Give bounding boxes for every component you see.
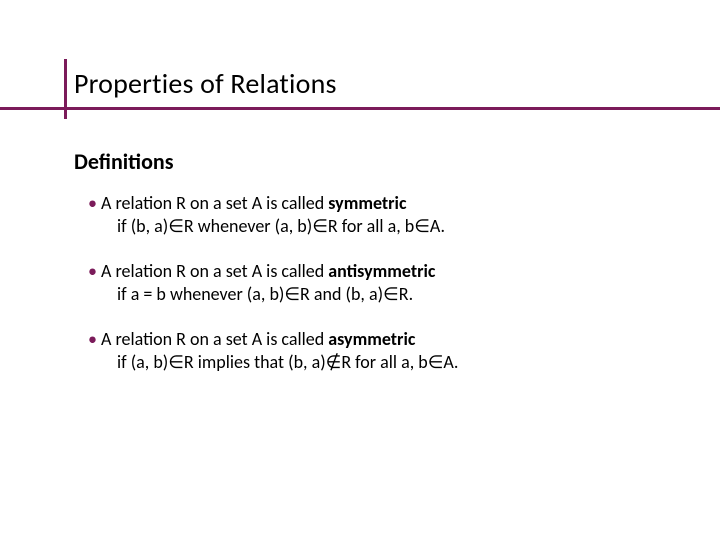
definition-term: symmetric (328, 192, 406, 214)
title-vertical-rule (64, 59, 67, 119)
definition-item: • A relation R on a set A is called symm… (88, 192, 648, 238)
slide: Properties of Relations Definitions • A … (0, 0, 720, 540)
definition-term: asymmetric (328, 328, 415, 350)
bullet-icon: • (88, 192, 97, 214)
definition-condition: if (a, b)∈R implies that (b, a)∉R for al… (103, 351, 648, 374)
definition-lead: A relation R on a set A is called (97, 192, 328, 214)
body-text: • A relation R on a set A is called symm… (88, 192, 648, 396)
definition-condition: if (b, a)∈R whenever (a, b)∈R for all a,… (103, 215, 648, 238)
definition-item: • A relation R on a set A is called asym… (88, 328, 648, 374)
bullet-icon: • (88, 260, 97, 282)
bullet-icon: • (88, 328, 97, 350)
title-underline (0, 107, 720, 110)
definition-term: antisymmetric (328, 260, 435, 282)
definition-lead: A relation R on a set A is called (97, 260, 328, 282)
section-heading: Definitions (74, 148, 173, 175)
slide-title: Properties of Relations (74, 66, 674, 101)
definition-lead: A relation R on a set A is called (97, 328, 328, 350)
definition-condition: if a = b whenever (a, b)∈R and (b, a)∈R. (103, 283, 648, 306)
definition-item: • A relation R on a set A is called anti… (88, 260, 648, 306)
